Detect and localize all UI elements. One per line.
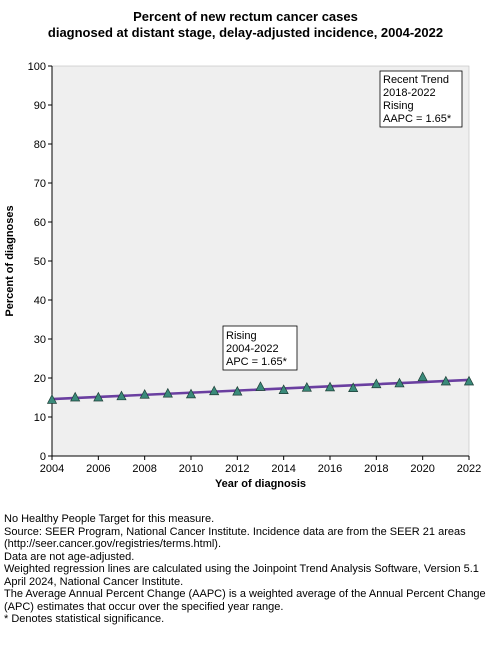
y-tick-label: 60 xyxy=(34,217,46,229)
data-marker-layer xyxy=(46,371,475,404)
x-tick-label: 2006 xyxy=(86,463,110,475)
chart-title: Percent of new rectum cancer cases diagn… xyxy=(0,9,491,41)
x-tick-label: 2018 xyxy=(364,463,388,475)
annotation-recent-trend-line-1: Recent Trend xyxy=(383,74,449,86)
footnote-source: Source: SEER Program, National Cancer In… xyxy=(4,525,466,551)
data-point-marker xyxy=(301,382,312,392)
y-axis: 0 10 20 30 40 50 60 70 80 90 100 xyxy=(28,61,52,463)
x-axis-title: Year of diagnosis xyxy=(215,478,306,490)
data-point-marker xyxy=(70,391,81,402)
annotation-recent-trend-line-2: 2018-2022 xyxy=(383,87,436,99)
y-tick-label: 30 xyxy=(34,334,46,346)
footnote-aapc-definition: The Average Annual Percent Change (AAPC)… xyxy=(4,588,486,613)
data-point-marker xyxy=(440,375,451,386)
annotation-segment-trend: Rising 2004-2022 APC = 1.65* xyxy=(222,325,298,371)
footnote-age-adjustment: Data are not age-adjusted. xyxy=(4,550,135,563)
annotation-segment-trend-line-3: APC = 1.65* xyxy=(226,356,288,368)
x-axis: 2004 2006 2008 2010 2012 2014 2016 2018 2020 2022 xyxy=(40,456,481,475)
data-point-marker xyxy=(93,391,104,402)
data-point-marker xyxy=(116,390,127,401)
y-tick-label: 80 xyxy=(34,139,46,151)
footnote-healthy-people: No Healthy People Target for this measur… xyxy=(4,513,215,525)
y-tick-label: 40 xyxy=(34,295,46,307)
data-point-marker xyxy=(394,377,405,388)
chart-title-line-1: Percent of new rectum cancer cases xyxy=(133,9,358,24)
y-tick-label: 70 xyxy=(34,178,46,190)
data-point-marker xyxy=(232,385,243,396)
annotation-recent-trend: Recent Trend 2018-2022 Rising AAPC = 1.6… xyxy=(379,70,463,128)
annotation-segment-trend-line-1: Rising xyxy=(226,330,257,342)
data-point-marker xyxy=(255,381,266,391)
footnotes: No Healthy People Target for this measur… xyxy=(4,513,488,626)
y-tick-label: 10 xyxy=(34,412,46,424)
data-point-marker xyxy=(348,382,359,392)
y-tick-label: 100 xyxy=(28,61,46,73)
y-tick-label: 50 xyxy=(34,256,46,268)
data-point-marker xyxy=(371,378,382,389)
x-tick-label: 2016 xyxy=(318,463,342,475)
annotation-recent-trend-line-3: Rising xyxy=(383,100,414,112)
y-tick-label: 20 xyxy=(34,373,46,385)
footnote-regression: Weighted regression lines are calculated… xyxy=(4,563,479,588)
y-axis-title: Percent of diagnoses xyxy=(4,205,16,316)
data-point-marker xyxy=(463,375,475,386)
data-point-marker xyxy=(46,394,58,404)
y-tick-label: 90 xyxy=(34,100,46,112)
x-tick-label: 2010 xyxy=(179,463,203,475)
x-tick-label: 2004 xyxy=(40,463,64,475)
x-tick-label: 2022 xyxy=(457,463,481,475)
data-point-marker xyxy=(139,389,150,399)
y-tick-label: 0 xyxy=(40,451,46,463)
x-tick-label: 2008 xyxy=(132,463,156,475)
data-point-marker xyxy=(324,381,336,392)
x-tick-label: 2012 xyxy=(225,463,249,475)
chart-title-line-2: diagnosed at distant stage, delay-adjust… xyxy=(47,25,444,40)
data-point-marker xyxy=(278,384,289,394)
annotation-recent-trend-box xyxy=(379,70,463,128)
data-point-marker xyxy=(209,385,220,396)
annotation-recent-trend-line-4: AAPC = 1.65* xyxy=(383,113,452,125)
x-tick-label: 2014 xyxy=(271,463,295,475)
x-tick-label: 2020 xyxy=(410,463,434,475)
data-point-marker xyxy=(417,371,428,382)
data-point-marker xyxy=(162,387,173,398)
annotation-segment-trend-box xyxy=(222,325,298,371)
data-point-marker xyxy=(185,388,197,399)
annotation-segment-trend-line-2: 2004-2022 xyxy=(226,343,279,355)
footnote-significance: * Denotes statistical significance. xyxy=(4,613,165,625)
